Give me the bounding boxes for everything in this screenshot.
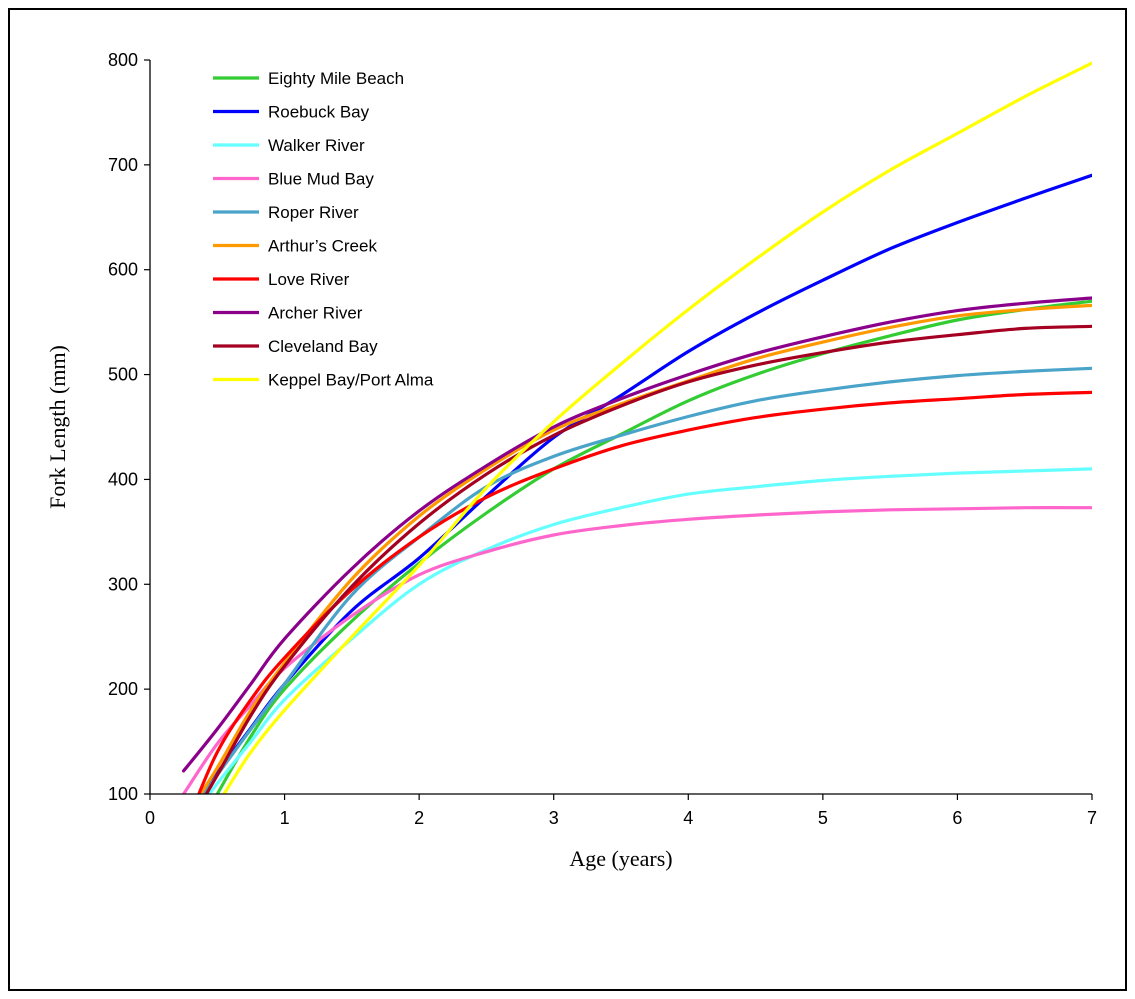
tick-labels: 100 200 300 400 500 600 700 800 0 1 2 3 4 5 6 7 (108, 50, 1097, 828)
legend-label-cleveland-bay: Cleveland Bay (268, 337, 378, 356)
series-line-keppel-bay-port-alma (222, 61, 1092, 794)
x-tick-label: 2 (414, 808, 424, 828)
legend-label-archer-river: Archer River (268, 304, 363, 323)
y-tick-label: 600 (108, 260, 138, 280)
legend-label-love-river: Love River (268, 270, 350, 289)
fork-length-chart: 100 200 300 400 500 600 700 800 0 1 2 3 4 5 6 7 Age (ye… (45, 50, 1097, 871)
legend-label-blue-mud-bay: Blue Mud Bay (268, 170, 374, 189)
legend: Eighty Mile Beach Roebuck Bay Walker River… (213, 69, 434, 390)
x-tick-label: 3 (549, 808, 559, 828)
y-tick-label: 700 (108, 155, 138, 175)
chart-frame: 100 200 300 400 500 600 700 800 0 1 2 3 4 5 6 7 Age (ye… (8, 8, 1127, 991)
x-tick-label: 4 (683, 808, 693, 828)
y-tick-label: 100 (108, 784, 138, 804)
series-lines (182, 61, 1092, 794)
axes (144, 59, 1093, 800)
y-tick-label: 200 (108, 679, 138, 699)
legend-label-roebuck-bay: Roebuck Bay (268, 103, 370, 122)
legend-label-eighty-mile-beach: Eighty Mile Beach (268, 69, 404, 88)
series-line-walker-river (207, 467, 1092, 794)
y-axis-title: Fork Length (mm) (45, 345, 70, 509)
legend-label-roper-river: Roper River (268, 203, 359, 222)
y-tick-label: 300 (108, 574, 138, 594)
series-line-roper-river (202, 366, 1092, 794)
y-tick-label: 500 (108, 365, 138, 385)
series-line-eighty-mile-beach (215, 299, 1092, 794)
x-tick-label: 7 (1087, 808, 1097, 828)
series-line-cleveland-bay (204, 324, 1092, 794)
x-tick-label: 6 (952, 808, 962, 828)
legend-label-walker-river: Walker River (268, 136, 365, 155)
legend-label-arthur-s-creek: Arthur’s Creek (268, 237, 377, 256)
x-tick-label: 1 (280, 808, 290, 828)
series-line-archer-river (182, 296, 1092, 773)
y-tick-label: 400 (108, 469, 138, 489)
series-line-love-river (197, 390, 1092, 794)
x-axis-title: Age (years) (569, 846, 672, 871)
x-tick-label: 0 (145, 808, 155, 828)
x-tick-label: 5 (818, 808, 828, 828)
legend-label-keppel-bay-port-alma: Keppel Bay/Port Alma (268, 371, 434, 390)
series-line-arthur-s-creek (198, 303, 1092, 794)
y-tick-label: 800 (108, 50, 138, 70)
